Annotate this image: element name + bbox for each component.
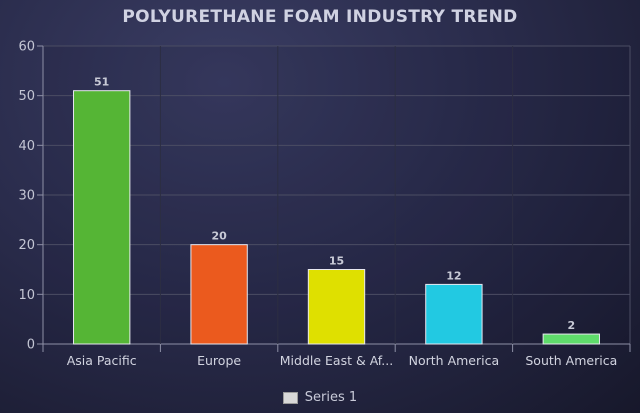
bar-3[interactable] xyxy=(425,283,483,345)
bar-1[interactable] xyxy=(190,244,248,345)
y-tick-label-60: 60 xyxy=(18,40,35,55)
legend-label-series-1: Series 1 xyxy=(304,390,358,405)
y-tick-label-0: 0 xyxy=(27,338,35,353)
y-tick-label-10: 10 xyxy=(18,288,35,303)
data-label-2: 15 xyxy=(329,255,344,268)
y-tick-label-50: 50 xyxy=(18,89,35,104)
y-tick-label-40: 40 xyxy=(18,139,35,154)
bar-4[interactable] xyxy=(542,333,600,345)
x-tick-label-2: Middle East & Af... xyxy=(280,353,393,368)
legend-swatch-series-1 xyxy=(282,391,298,404)
chart-title: POLYURETHANE FOAM INDUSTRY TREND xyxy=(122,7,518,27)
data-label-1: 20 xyxy=(211,230,227,243)
data-label-4: 2 xyxy=(567,319,575,332)
data-label-3: 12 xyxy=(446,269,461,282)
data-label-0: 51 xyxy=(94,76,109,89)
y-tick-label-30: 30 xyxy=(18,189,35,204)
x-tick-label-1: Europe xyxy=(197,353,241,368)
x-tick-label-3: North America xyxy=(409,353,500,368)
bar-2[interactable] xyxy=(307,269,366,345)
bar-0[interactable] xyxy=(73,90,131,345)
x-tick-label-0: Asia Pacific xyxy=(67,353,137,368)
x-tick-label-4: South America xyxy=(525,353,617,368)
y-tick-label-20: 20 xyxy=(18,238,35,253)
legend[interactable]: Series 1 xyxy=(0,390,640,405)
